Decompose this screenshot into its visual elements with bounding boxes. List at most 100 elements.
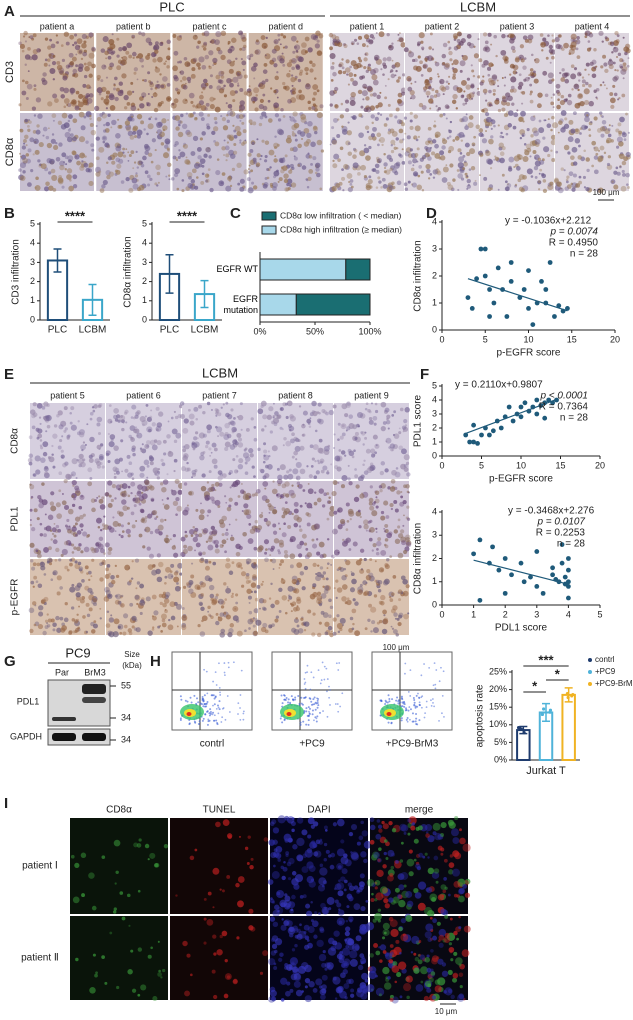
image-texture [159, 594, 163, 598]
image-texture [121, 180, 125, 184]
flow-event [443, 670, 445, 672]
flow-event [308, 706, 310, 708]
image-texture [312, 411, 317, 416]
image-texture [240, 402, 243, 405]
image-texture [122, 917, 126, 921]
image-texture [163, 452, 166, 455]
image-texture [358, 510, 361, 513]
image-texture [236, 455, 239, 458]
image-texture [576, 36, 580, 40]
image-texture [332, 163, 337, 168]
image-texture [152, 58, 156, 62]
image-texture [485, 47, 491, 53]
image-texture [394, 147, 397, 150]
image-texture [313, 475, 317, 479]
image-texture [116, 471, 120, 475]
image-texture [401, 448, 407, 454]
flow-event [329, 704, 331, 706]
image-texture [164, 576, 167, 579]
image-texture [21, 91, 26, 96]
image-texture [140, 120, 144, 124]
image-texture [469, 115, 474, 120]
image-texture [253, 97, 258, 102]
image-texture [113, 521, 119, 527]
image-texture [330, 463, 332, 465]
image-texture [550, 129, 552, 131]
image-texture [69, 128, 71, 130]
image-texture [502, 136, 504, 138]
image-texture [106, 144, 110, 148]
image-texture [202, 45, 204, 47]
image-texture [506, 133, 509, 136]
image-texture [354, 497, 359, 502]
image-texture [238, 876, 245, 883]
image-texture [277, 479, 283, 485]
image-texture [224, 495, 226, 497]
image-texture [264, 115, 267, 118]
image-texture [367, 131, 369, 133]
flow-event [388, 722, 390, 724]
image-texture [210, 598, 214, 602]
image-texture [22, 170, 25, 173]
image-texture [27, 125, 30, 128]
image-texture [334, 433, 336, 435]
image-texture [191, 563, 193, 565]
image-texture [183, 85, 188, 90]
image-texture [270, 822, 275, 827]
image-texture [354, 468, 357, 471]
image-texture [74, 33, 77, 36]
image-texture [375, 164, 380, 169]
image-texture [265, 155, 268, 158]
image-texture [520, 137, 522, 139]
image-texture [239, 836, 241, 838]
image-texture [351, 824, 357, 830]
image-texture [481, 109, 484, 112]
image-texture [33, 33, 37, 37]
flow-event [202, 698, 204, 700]
image-texture [115, 146, 121, 152]
image-texture [133, 498, 136, 501]
image-texture [197, 437, 199, 439]
image-texture [52, 113, 57, 118]
image-texture [201, 91, 203, 93]
flow-event [313, 719, 315, 721]
image-texture [505, 92, 510, 97]
image-texture [268, 455, 270, 457]
image-texture [382, 619, 388, 625]
image-texture [164, 519, 166, 521]
image-texture [289, 553, 295, 559]
image-texture [469, 148, 475, 154]
image-texture [122, 483, 128, 489]
flow-event [328, 686, 330, 688]
image-texture [54, 535, 57, 538]
image-texture [70, 133, 74, 137]
image-texture [284, 179, 288, 183]
image-texture [96, 136, 100, 140]
flow-event [289, 702, 291, 704]
image-texture [24, 135, 28, 139]
image-texture [277, 144, 280, 147]
image-texture [152, 626, 154, 628]
image-texture [558, 34, 562, 38]
image-texture [58, 121, 62, 125]
image-texture [226, 102, 228, 104]
image-texture [238, 458, 243, 463]
image-texture [348, 142, 351, 145]
flow-event [414, 702, 416, 704]
image-texture [286, 981, 290, 985]
image-texture [41, 600, 45, 604]
image-texture [363, 66, 366, 69]
image-texture [89, 987, 96, 994]
flow-event [424, 712, 426, 714]
image-texture [281, 578, 284, 581]
image-texture [386, 440, 388, 442]
column-label: patient 5 [50, 390, 85, 400]
image-texture [28, 70, 30, 72]
image-texture [466, 84, 471, 89]
image-texture [358, 113, 362, 117]
image-texture [241, 58, 243, 60]
image-texture [384, 468, 388, 472]
image-texture [145, 170, 149, 174]
image-texture [133, 125, 138, 130]
image-texture [297, 482, 300, 485]
